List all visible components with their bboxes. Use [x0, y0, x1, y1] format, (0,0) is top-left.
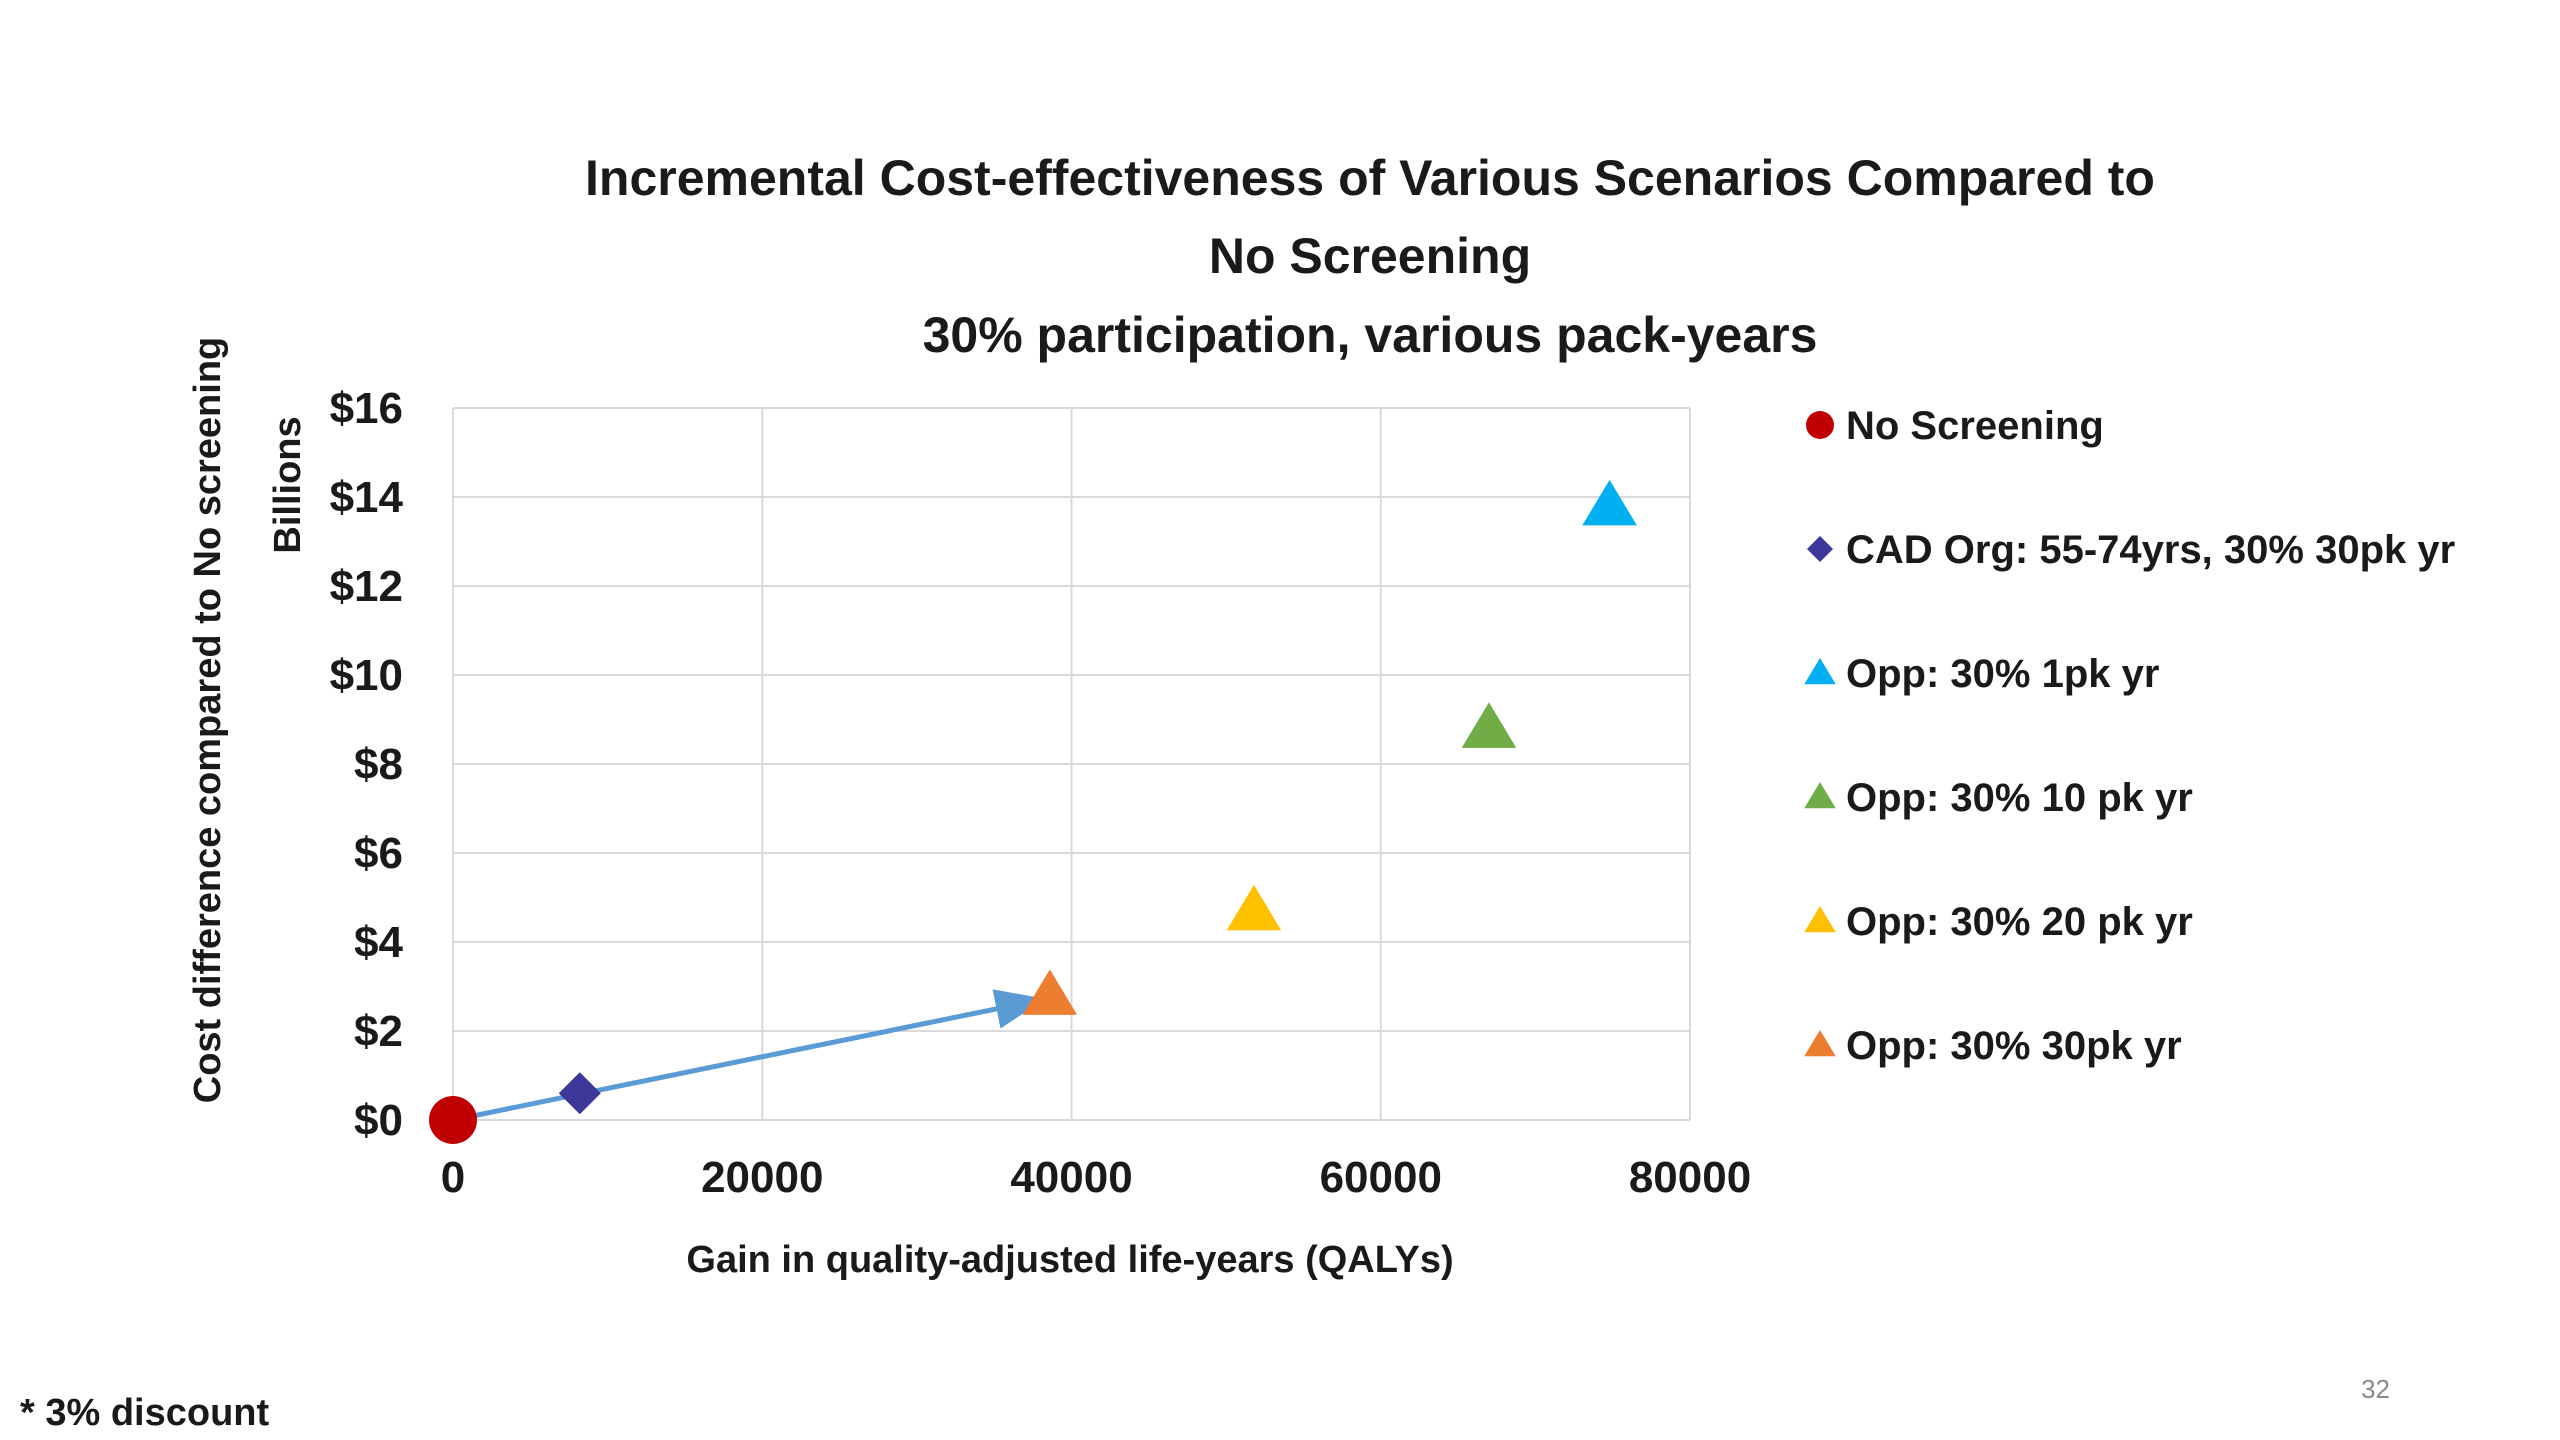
legend-marker-opp-30-1pk-yr	[1804, 658, 1836, 685]
data-points	[429, 479, 1637, 1144]
legend-item: Opp: 30% 20 pk yr	[1804, 900, 2193, 944]
y-axis-ticks: $0 $2 $4 $6 $8 $10 $12 $14 $16	[330, 384, 404, 1145]
x-tick-label: 80000	[1629, 1153, 1751, 1202]
trend-arrow-0	[452, 989, 1046, 1123]
y-tick-label: $10	[330, 651, 403, 700]
legend-label: Opp: 30% 1pk yr	[1846, 652, 2159, 696]
footnote: * 3% discount	[20, 1392, 269, 1434]
legend-label: No Screening	[1846, 404, 2104, 448]
legend-marker-no-screening	[1806, 411, 1834, 439]
y-tick-label: $0	[354, 1096, 403, 1145]
legend-label: Opp: 30% 20 pk yr	[1846, 900, 2193, 944]
chart-title-line-1: Incremental Cost-effectiveness of Variou…	[585, 150, 2155, 206]
y-tick-label: $8	[354, 740, 403, 789]
x-tick-label: 0	[441, 1153, 465, 1202]
x-tick-label: 40000	[1010, 1153, 1132, 1202]
legend-item: Opp: 30% 1pk yr	[1804, 652, 2159, 696]
page-number: 32	[2361, 1374, 2390, 1404]
x-axis-ticks: 0 20000 40000 60000 80000	[441, 1153, 1751, 1202]
legend-item: CAD Org: 55-74yrs, 30% 30pk yr	[1807, 528, 2455, 572]
y-axis-title: Cost difference compared to No screening	[187, 337, 229, 1104]
y-tick-label: $12	[330, 562, 403, 611]
legend-item: Opp: 30% 10 pk yr	[1804, 776, 2193, 820]
chart-title-line-2: No Screening	[1209, 228, 1531, 284]
legend-label: Opp: 30% 10 pk yr	[1846, 776, 2193, 820]
data-point-no-screening	[429, 1096, 477, 1144]
legend-label: CAD Org: 55-74yrs, 30% 30pk yr	[1846, 528, 2455, 572]
legend-item: No Screening	[1806, 404, 2104, 448]
data-point-opp-30-30pk-yr	[1022, 969, 1078, 1015]
legend-marker-opp-30-30pk-yr	[1804, 1030, 1836, 1057]
y-axis-units-label: Billions	[267, 416, 309, 553]
y-tick-label: $6	[354, 829, 403, 878]
data-point-opp-30-20-pk-yr	[1226, 884, 1282, 931]
chart-title: Incremental Cost-effectiveness of Variou…	[585, 150, 2155, 363]
x-tick-label: 60000	[1320, 1153, 1442, 1202]
legend-label: Opp: 30% 30pk yr	[1846, 1024, 2182, 1068]
y-tick-label: $16	[330, 384, 403, 433]
chart-title-line-3: 30% participation, various pack-years	[923, 307, 1818, 363]
legend: No Screening CAD Org: 55-74yrs, 30% 30pk …	[1804, 404, 2455, 1068]
y-tick-label: $14	[330, 473, 404, 522]
annotations	[452, 989, 1046, 1123]
x-tick-label: 20000	[701, 1153, 823, 1202]
legend-marker-opp-30-10-pk-yr	[1804, 782, 1836, 809]
legend-marker-cad-org-55-74yrs-30-30pk-yr	[1807, 536, 1833, 562]
legend-marker-opp-30-20-pk-yr	[1804, 906, 1836, 933]
legend-item: Opp: 30% 30pk yr	[1804, 1024, 2182, 1068]
data-point-opp-30-1pk-yr	[1582, 479, 1637, 526]
plot-grid	[452, 407, 1691, 1121]
x-axis-title: Gain in quality-adjusted life-years (QAL…	[686, 1239, 1453, 1281]
y-tick-label: $4	[354, 918, 403, 967]
data-point-opp-30-10-pk-yr	[1461, 702, 1517, 748]
y-tick-label: $2	[354, 1007, 403, 1056]
data-point-cad-org-55-74yrs-30-30pk-yr	[558, 1072, 601, 1115]
